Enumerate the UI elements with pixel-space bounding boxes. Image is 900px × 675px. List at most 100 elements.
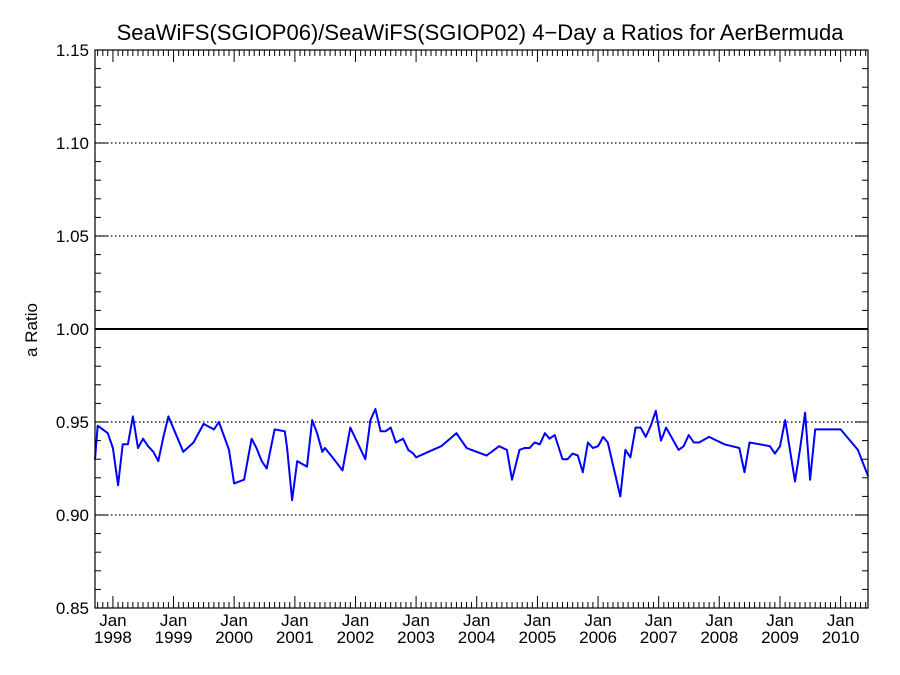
y-tick-labels: 0.85 0.90 0.95 1.00 1.05 1.10 1.15 <box>56 41 89 618</box>
data-point <box>284 430 286 433</box>
data-point <box>498 445 500 448</box>
data-point <box>107 432 109 435</box>
x-tick-label-month: Jan <box>99 611 126 630</box>
data-point <box>839 428 842 431</box>
data-point <box>577 454 579 457</box>
data-point <box>738 447 741 449</box>
data-point <box>582 471 584 474</box>
data-point <box>523 447 526 449</box>
y-tick-label: 0.90 <box>56 506 89 525</box>
x-tick-label-month: Jan <box>766 611 793 630</box>
data-point <box>774 452 776 455</box>
data-point <box>470 449 473 451</box>
data-point <box>829 428 832 431</box>
x-tick-labels: Jan1998Jan1999Jan2000Jan2001Jan2002Jan20… <box>94 611 860 647</box>
x-tick-label-year: 2004 <box>458 628 496 647</box>
data-point <box>291 499 293 501</box>
data-point <box>379 430 382 433</box>
x-tick-label-year: 2000 <box>215 628 253 647</box>
data-point <box>511 478 513 481</box>
data-point <box>331 456 334 459</box>
data-point <box>117 484 119 487</box>
data-point <box>687 434 690 436</box>
data-point <box>544 432 546 435</box>
data-point <box>624 449 627 451</box>
data-point <box>407 449 410 451</box>
y-tick-label: 1.10 <box>56 134 89 153</box>
data-point <box>455 432 458 435</box>
gridlines <box>95 142 868 516</box>
data-point <box>660 439 662 442</box>
data-point <box>202 423 205 425</box>
data-point <box>324 447 326 449</box>
y-axis-label: a Ratio <box>22 303 41 357</box>
data-point <box>794 480 796 483</box>
data-point <box>769 445 771 448</box>
data-point <box>132 415 134 418</box>
data-point <box>260 460 263 462</box>
x-tick-label-month: Jan <box>827 611 854 630</box>
data-point <box>440 445 443 448</box>
x-tick-label-month: Jan <box>160 611 187 630</box>
x-tick-label-month: Jan <box>706 611 733 630</box>
data-point <box>677 449 680 451</box>
y-tick-label: 0.85 <box>56 599 89 618</box>
data-point <box>265 467 268 470</box>
x-tick-label-year: 2008 <box>700 628 738 647</box>
data-point <box>650 424 652 427</box>
data-point <box>374 408 377 410</box>
data-point <box>341 469 344 472</box>
x-tick-label-month: Jan <box>584 611 611 630</box>
data-point <box>571 452 574 455</box>
x-tick-label-year: 2009 <box>761 628 799 647</box>
data-point <box>233 482 235 485</box>
x-tick-label-year: 2007 <box>640 628 678 647</box>
data-point <box>306 465 308 468</box>
data-point <box>533 441 536 444</box>
data-point <box>708 436 710 438</box>
data-point <box>857 449 859 451</box>
data-point <box>402 437 404 440</box>
data-point <box>255 447 258 449</box>
data-point <box>213 428 215 431</box>
y-tick-label: 0.95 <box>56 413 89 432</box>
data-point <box>655 410 657 412</box>
data-point <box>384 430 387 433</box>
data-point <box>607 441 609 444</box>
data-point <box>311 419 314 421</box>
data-point <box>250 437 253 440</box>
chart-title: SeaWiFS(SGIOP06)/SeaWiFS(SGIOP02) 4−Day … <box>117 20 845 45</box>
data-point <box>804 411 806 414</box>
y-tick-label: 1.15 <box>56 41 89 60</box>
x-tick-label-year: 2002 <box>337 628 375 647</box>
x-tick-label-month: Jan <box>524 611 551 630</box>
data-point <box>147 445 149 448</box>
data-point <box>218 421 220 423</box>
data-point <box>698 441 700 444</box>
data-point <box>162 436 165 438</box>
data-point <box>592 447 594 449</box>
data-point <box>561 458 564 461</box>
data-point <box>157 460 160 462</box>
axes <box>94 49 869 609</box>
data-point <box>395 441 397 444</box>
data-point <box>587 441 589 444</box>
data-point <box>142 437 144 440</box>
data-point <box>465 447 468 449</box>
data-point <box>137 447 139 449</box>
x-tick-label-year: 2006 <box>579 628 617 647</box>
data-point <box>814 428 816 431</box>
x-tick-label-month: Jan <box>342 611 369 630</box>
data-point <box>296 460 299 462</box>
data-point <box>316 432 318 435</box>
data-point <box>243 478 245 481</box>
data-point <box>784 419 786 421</box>
data-point <box>506 449 508 451</box>
data-point <box>665 426 667 429</box>
x-tick-label-month: Jan <box>281 611 308 630</box>
data-point <box>364 458 367 461</box>
data-point <box>629 456 632 459</box>
data-point <box>759 443 761 446</box>
data-point <box>566 458 569 461</box>
